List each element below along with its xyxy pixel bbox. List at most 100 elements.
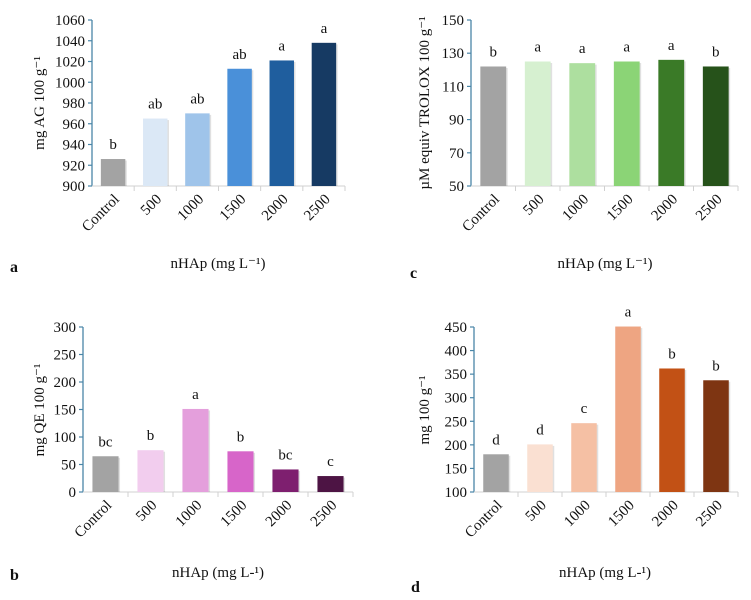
x-axis-title: nHAp (mg L-¹)	[559, 565, 651, 581]
significance-label: ab	[232, 47, 246, 63]
x-tick-label: 500	[523, 498, 550, 525]
bar-500	[137, 450, 164, 492]
bar-2000	[272, 469, 299, 492]
x-tick-label: 1500	[217, 192, 250, 225]
significance-label: bc	[278, 447, 293, 463]
significance-label: c	[581, 401, 588, 417]
x-tick-label: 2000	[259, 192, 292, 225]
significance-label: a	[321, 21, 328, 37]
x-tick-label: 2000	[263, 498, 296, 531]
bar-500	[524, 61, 551, 186]
y-tick-label: 70	[449, 146, 464, 162]
y-tick-label: 250	[445, 414, 468, 430]
bar-2500	[703, 380, 729, 492]
y-tick-label: 300	[445, 391, 468, 407]
bar-2000	[659, 368, 685, 492]
significance-label: ab	[148, 97, 162, 113]
x-tick-label: Control	[79, 192, 123, 236]
bar-2500	[317, 476, 344, 492]
x-tick-label: Control	[462, 498, 506, 542]
y-tick-label: 130	[442, 46, 465, 62]
chart-panel-a: 900 920 940 960 980 1000 1020 1040 1060 b Control a…	[10, 13, 346, 276]
y-tick-label: 940	[63, 138, 86, 154]
y-tick-label: 100	[54, 430, 77, 446]
significance-label: a	[534, 40, 541, 56]
significance-label: b	[712, 358, 720, 374]
significance-label: b	[237, 429, 245, 445]
x-tick-label: 2500	[308, 498, 341, 531]
y-tick-label: 400	[445, 344, 468, 360]
y-tick-label: 1020	[55, 55, 85, 71]
y-tick-label: 100	[445, 485, 468, 501]
x-tick-label: 1500	[218, 498, 251, 531]
bar-control	[480, 66, 507, 186]
x-tick-label: 1500	[605, 498, 638, 531]
y-tick-label: 1000	[55, 75, 85, 91]
x-axis-title: nHAp (mg L⁻¹)	[558, 256, 653, 272]
x-tick-label: Control	[72, 498, 116, 542]
panel-letter: d	[411, 579, 420, 596]
significance-label: b	[490, 44, 498, 60]
y-axis-title: mg AG 100 g⁻¹	[32, 56, 48, 150]
x-tick-label: 2500	[301, 192, 334, 225]
bar-2000	[658, 59, 685, 187]
y-tick-label: 0	[69, 485, 77, 501]
significance-label: a	[579, 41, 586, 57]
x-tick-label: 1500	[604, 192, 637, 225]
y-tick-label: 110	[442, 79, 464, 95]
significance-label: b	[109, 137, 117, 153]
x-tick-label: 1000	[173, 498, 206, 531]
x-tick-label: 1000	[561, 498, 594, 531]
significance-label: c	[327, 454, 334, 470]
bar-2500	[311, 42, 337, 187]
x-tick-label: 500	[138, 192, 165, 219]
x-axis-title: nHAp (mg L⁻¹)	[171, 256, 266, 272]
x-tick-label: 2000	[649, 498, 682, 531]
y-tick-label: 920	[63, 158, 86, 174]
significance-label: bc	[98, 434, 113, 450]
bar-control	[92, 456, 119, 492]
significance-label: ab	[190, 91, 204, 107]
chart-panel-d: 100 150 200 250 300 350 400 450 d Control d 500 c 100…	[411, 305, 739, 596]
y-tick-label: 200	[54, 375, 77, 391]
x-tick-label: 2500	[693, 498, 726, 531]
significance-label: a	[278, 38, 285, 54]
y-tick-label: 450	[445, 320, 468, 336]
y-tick-label: 350	[445, 367, 468, 383]
x-axis-title: nHAp (mg L-¹)	[172, 565, 264, 581]
y-tick-label: 200	[445, 438, 468, 454]
bar-1000	[571, 423, 597, 492]
y-tick-label: 150	[54, 403, 77, 419]
significance-label: b	[712, 44, 720, 60]
y-tick-label: 50	[449, 179, 464, 195]
y-tick-label: 900	[63, 179, 86, 195]
x-tick-label: 500	[520, 192, 547, 219]
significance-label: a	[192, 387, 199, 403]
y-axis-title: mg QE 100 g⁻¹	[32, 364, 48, 457]
x-tick-label: 2000	[649, 192, 682, 225]
bar-control	[100, 159, 126, 186]
significance-label: d	[536, 422, 544, 438]
significance-label: a	[668, 38, 675, 54]
bar-1500	[613, 61, 640, 186]
significance-label: d	[492, 432, 500, 448]
bar-2000	[269, 60, 294, 186]
bar-control	[483, 454, 509, 492]
chart-panel-b: 050100150200250300bcControlb500a1000b150…	[10, 320, 354, 584]
y-tick-label: 1040	[55, 34, 85, 50]
x-tick-label: 1000	[560, 192, 593, 225]
x-tick-label: 2500	[693, 192, 726, 225]
panel-letter: b	[10, 567, 19, 584]
x-tick-label: Control	[459, 192, 503, 236]
y-tick-label: 90	[449, 113, 464, 129]
y-tick-label: 150	[445, 461, 468, 477]
x-tick-label: 500	[133, 498, 160, 525]
y-axis-title: mg 100 g⁻¹	[417, 375, 433, 444]
panel-letter: a	[10, 259, 18, 276]
y-axis-title: µM equiv TROLOX 100 g⁻¹	[417, 16, 433, 189]
x-tick-label: 1000	[175, 192, 208, 225]
bar-1500	[227, 451, 254, 492]
panel-letter: c	[410, 265, 417, 282]
bar-1500	[227, 68, 252, 186]
